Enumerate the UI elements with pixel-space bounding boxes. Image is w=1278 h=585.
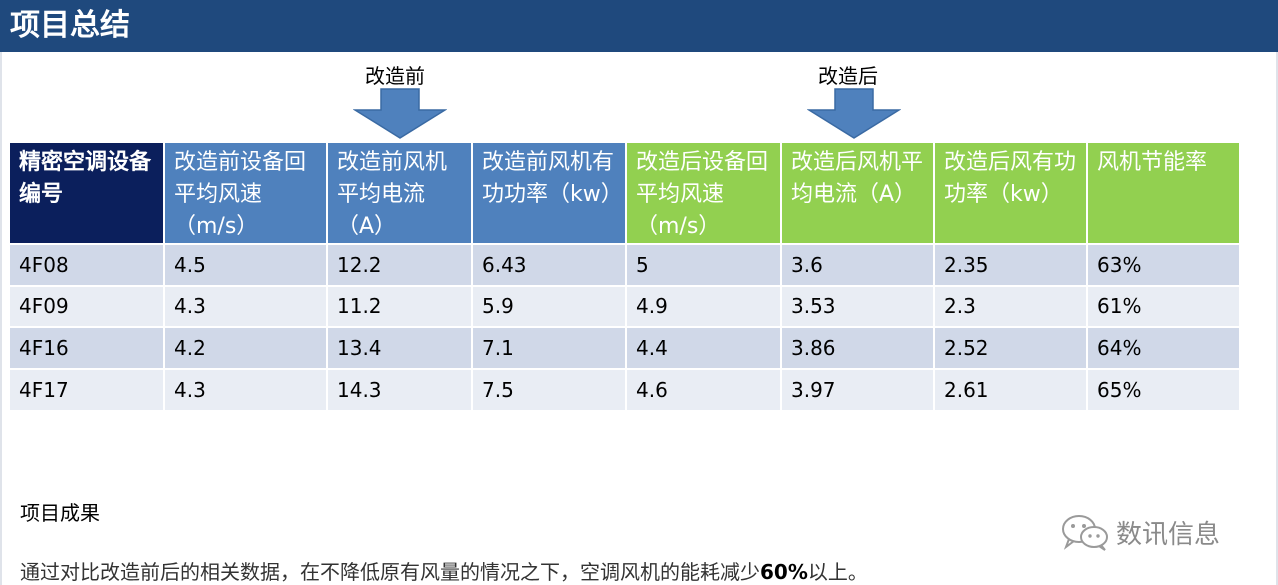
after-label: 改造后 bbox=[818, 64, 878, 88]
result-text-before: 通过对比改造前后的相关数据，在不降低原有风量的情况之下，空调风机的能耗减少 bbox=[20, 560, 760, 584]
title-bar: 项目总结 bbox=[0, 0, 1278, 52]
cell-after-current: 3.86 bbox=[781, 326, 935, 369]
cell-after-current: 3.6 bbox=[781, 243, 935, 286]
cell-before-airspeed: 4.3 bbox=[164, 367, 328, 410]
header-saving-rate: 风机节能率 bbox=[1087, 143, 1241, 244]
cell-after-power: 2.3 bbox=[934, 284, 1088, 327]
header-before-airspeed: 改造前设备回平均风速（m/s） bbox=[164, 143, 328, 244]
cell-saving-rate: 61% bbox=[1087, 284, 1241, 327]
before-arrow-icon bbox=[353, 88, 447, 139]
cell-after-current: 3.53 bbox=[781, 284, 935, 327]
cell-before-current: 13.4 bbox=[327, 326, 473, 369]
cell-after-airspeed: 4.9 bbox=[626, 284, 782, 327]
cell-before-current: 12.2 bbox=[327, 243, 473, 286]
header-after-current: 改造后风机平均电流（A） bbox=[781, 143, 935, 244]
watermark-text: 数讯信息 bbox=[1116, 519, 1221, 550]
header-device-id: 精密空调设备编号 bbox=[10, 143, 165, 244]
watermark: 数讯信息 bbox=[1060, 512, 1220, 552]
cell-before-power: 7.5 bbox=[472, 367, 627, 410]
after-arrow-icon bbox=[807, 88, 901, 139]
cell-device-id: 4F16 bbox=[10, 326, 165, 369]
cell-device-id: 4F17 bbox=[10, 367, 165, 410]
result-text-after: 以上。 bbox=[807, 560, 868, 584]
cell-before-airspeed: 4.2 bbox=[164, 326, 328, 369]
cell-after-airspeed: 5 bbox=[626, 243, 782, 286]
header-before-current: 改造前风机平均电流 （A） bbox=[327, 143, 473, 244]
cell-saving-rate: 63% bbox=[1087, 243, 1241, 286]
result-summary: 通过对比改造前后的相关数据，在不降低原有风量的情况之下，空调风机的能耗减少60%… bbox=[20, 559, 868, 585]
page-title: 项目总结 bbox=[10, 8, 130, 43]
cell-after-power: 2.52 bbox=[934, 326, 1088, 369]
cell-after-airspeed: 4.4 bbox=[626, 326, 782, 369]
cell-before-airspeed: 4.3 bbox=[164, 284, 328, 327]
header-after-airspeed: 改造后设备回平均风速（m/s） bbox=[626, 143, 782, 244]
cell-after-power: 2.61 bbox=[934, 367, 1088, 410]
cell-saving-rate: 64% bbox=[1087, 326, 1241, 369]
before-label: 改造前 bbox=[365, 64, 425, 88]
table-row: 4F17 4.3 14.3 7.5 4.6 3.97 2.61 65% bbox=[10, 367, 1241, 410]
cell-before-airspeed: 4.5 bbox=[164, 243, 328, 286]
cell-before-power: 7.1 bbox=[472, 326, 627, 369]
table-header-row: 精密空调设备编号 改造前设备回平均风速（m/s） 改造前风机平均电流 （A） 改… bbox=[10, 143, 1241, 244]
table-row: 4F09 4.3 11.2 5.9 4.9 3.53 2.3 61% bbox=[10, 284, 1241, 327]
cell-after-current: 3.97 bbox=[781, 367, 935, 410]
left-border bbox=[0, 52, 2, 585]
cell-before-current: 14.3 bbox=[327, 367, 473, 410]
energy-saving-table: 精密空调设备编号 改造前设备回平均风速（m/s） 改造前风机平均电流 （A） 改… bbox=[10, 143, 1241, 410]
cell-before-current: 11.2 bbox=[327, 284, 473, 327]
wechat-icon bbox=[1062, 515, 1108, 551]
cell-after-power: 2.35 bbox=[934, 243, 1088, 286]
cell-after-airspeed: 4.6 bbox=[626, 367, 782, 410]
cell-device-id: 4F08 bbox=[10, 243, 165, 286]
result-highlight: 60% bbox=[760, 560, 808, 584]
result-heading: 项目成果 bbox=[20, 501, 100, 525]
right-border bbox=[1276, 52, 1278, 585]
header-before-power: 改造前风机有功功率（kw） bbox=[472, 143, 627, 244]
table-row: 4F16 4.2 13.4 7.1 4.4 3.86 2.52 64% bbox=[10, 326, 1241, 369]
table-row: 4F08 4.5 12.2 6.43 5 3.6 2.35 63% bbox=[10, 243, 1241, 286]
cell-saving-rate: 65% bbox=[1087, 367, 1241, 410]
cell-device-id: 4F09 bbox=[10, 284, 165, 327]
cell-before-power: 5.9 bbox=[472, 284, 627, 327]
cell-before-power: 6.43 bbox=[472, 243, 627, 286]
header-after-power: 改造后风有功功率（kw） bbox=[934, 143, 1088, 244]
